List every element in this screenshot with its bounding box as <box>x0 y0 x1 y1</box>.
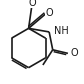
Text: O: O <box>71 48 78 58</box>
Text: NH: NH <box>54 26 69 36</box>
Text: O: O <box>46 8 53 18</box>
Text: O: O <box>28 0 36 8</box>
